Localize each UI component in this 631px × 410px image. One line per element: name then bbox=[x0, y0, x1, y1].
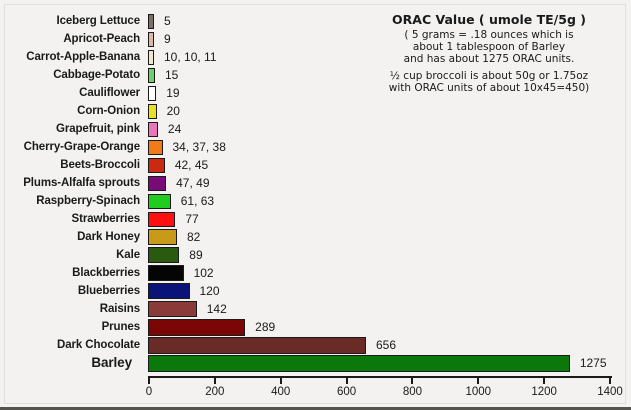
value-label: 34, 37, 38 bbox=[172, 140, 226, 154]
value-label: 89 bbox=[189, 248, 203, 262]
value-label: 20 bbox=[166, 104, 180, 118]
value-label: 10, 10, 11 bbox=[164, 50, 217, 64]
value-label: 15 bbox=[164, 68, 179, 82]
category-label: Iceberg Lettuce bbox=[56, 15, 141, 27]
value-label: 61, 63 bbox=[180, 194, 215, 208]
x-tick-label: 1400 bbox=[597, 386, 623, 398]
value-label: 102 bbox=[193, 266, 214, 280]
x-tick bbox=[543, 376, 546, 384]
category-label: Kale bbox=[116, 249, 140, 261]
category-label: Apricot-Peach bbox=[63, 33, 140, 45]
value-label: 42, 45 bbox=[174, 158, 209, 172]
bar bbox=[148, 211, 176, 227]
x-tick bbox=[345, 376, 348, 384]
category-label: Corn-Onion bbox=[77, 105, 140, 117]
category-label: Cherry-Grape-Orange bbox=[23, 141, 140, 153]
x-tick bbox=[477, 376, 480, 384]
category-label: Blueberries bbox=[77, 285, 140, 297]
bar bbox=[148, 283, 190, 299]
bar bbox=[148, 139, 163, 155]
bar bbox=[148, 13, 154, 29]
bar bbox=[148, 103, 157, 119]
bar bbox=[148, 85, 157, 101]
bar bbox=[148, 193, 171, 209]
chart-title: ORAC Value ( umole TE/5g ) bbox=[392, 12, 586, 27]
value-label: 142 bbox=[206, 302, 227, 316]
x-tick bbox=[213, 376, 216, 384]
value-label: 289 bbox=[255, 320, 276, 334]
category-label: Blackberries bbox=[72, 267, 140, 279]
bar bbox=[148, 157, 165, 173]
value-label: 47, 49 bbox=[176, 176, 210, 190]
x-tick bbox=[411, 376, 414, 384]
bar bbox=[148, 247, 180, 263]
x-tick bbox=[148, 376, 150, 384]
bar bbox=[148, 318, 246, 336]
category-label: Cabbage-Potato bbox=[53, 69, 140, 81]
bar bbox=[148, 229, 177, 245]
bar bbox=[148, 301, 197, 317]
category-label: Prunes bbox=[101, 321, 140, 333]
category-label: Dark Honey bbox=[77, 231, 140, 243]
annotation-line: ( 5 grams = .18 ounces which is bbox=[404, 29, 574, 41]
x-tick-label: 200 bbox=[205, 386, 225, 398]
value-label: 24 bbox=[167, 122, 182, 136]
annotation-line: about 1 tablespoon of Barley bbox=[412, 41, 566, 53]
category-label: Raisins bbox=[99, 303, 140, 315]
category-label: Dark Chocolate bbox=[57, 339, 140, 351]
bar bbox=[148, 121, 158, 137]
x-tick bbox=[279, 376, 282, 384]
value-label: 120 bbox=[199, 284, 220, 298]
bar bbox=[148, 175, 167, 191]
bar bbox=[148, 265, 184, 281]
value-label: 1275 bbox=[579, 356, 607, 370]
annotation-line: and has about 1275 ORAC units. bbox=[403, 53, 575, 65]
category-label: Grapefruit, pink bbox=[55, 123, 140, 135]
x-tick-label: 800 bbox=[402, 386, 423, 398]
value-label: 82 bbox=[187, 230, 201, 244]
value-label: 19 bbox=[166, 86, 180, 100]
value-label: 5 bbox=[164, 14, 171, 28]
category-label: Raspberry-Spinach bbox=[36, 195, 140, 207]
x-axis-line bbox=[149, 376, 612, 378]
annotation-line: with ORAC units of about 10x45=450) bbox=[388, 82, 590, 94]
chart-annotation-box: ORAC Value ( umole TE/5g ) ( 5 grams = .… bbox=[355, 12, 623, 94]
category-label: Cauliflower bbox=[79, 87, 140, 99]
bar bbox=[148, 354, 570, 372]
value-label: 656 bbox=[376, 338, 397, 352]
bar bbox=[148, 336, 366, 354]
x-tick-label: 1200 bbox=[531, 386, 557, 398]
category-label: Strawberries bbox=[71, 213, 141, 225]
category-label: Plums-Alfalfa sprouts bbox=[23, 177, 140, 189]
value-label: 77 bbox=[185, 212, 199, 226]
value-label: 9 bbox=[164, 32, 171, 46]
x-tick-label: 0 bbox=[145, 386, 153, 398]
bar bbox=[148, 49, 154, 65]
category-label: Barley bbox=[91, 355, 132, 370]
x-tick bbox=[609, 376, 611, 384]
bar bbox=[148, 67, 155, 83]
x-tick-label: 1000 bbox=[465, 386, 492, 398]
x-tick-label: 600 bbox=[336, 386, 357, 398]
x-tick-label: 400 bbox=[271, 386, 291, 398]
category-label: Beets-Broccoli bbox=[60, 159, 140, 171]
annotation-line: ½ cup broccoli is about 50g or 1.75oz bbox=[389, 70, 589, 82]
category-label: Carrot-Apple-Banana bbox=[26, 51, 140, 63]
bar bbox=[148, 31, 154, 47]
